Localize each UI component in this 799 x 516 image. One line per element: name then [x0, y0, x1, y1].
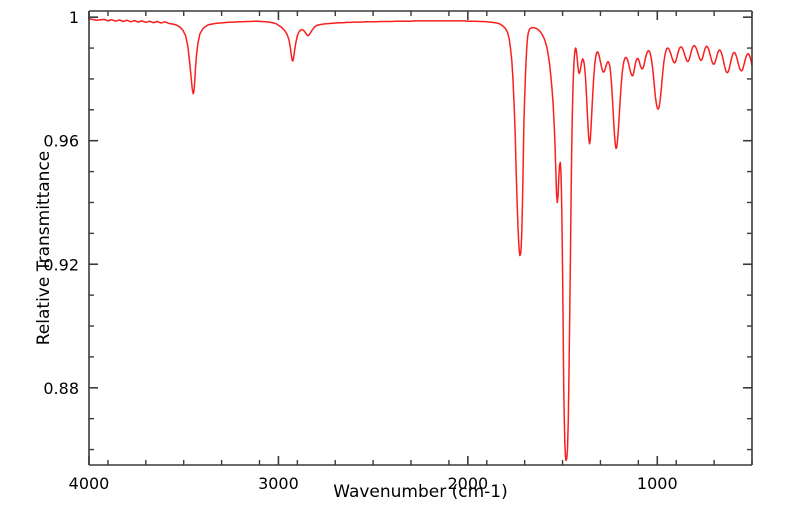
y-axis-title: Relative Transmittance — [34, 150, 54, 346]
x-axis-tick-labels: 4000 3000 2000 1000 — [69, 474, 678, 493]
spectrum-line — [89, 17, 752, 462]
x-axis-title: Wavenumber (cm-1) — [333, 482, 508, 502]
y-tick-label: 0.92 — [43, 255, 79, 274]
x-tick-label: 4000 — [69, 474, 110, 493]
y-axis-minor-ticks — [89, 47, 752, 451]
x-tick-label: 3000 — [258, 474, 299, 493]
x-tick-label: 1000 — [637, 474, 678, 493]
x-tick-label: 2000 — [447, 474, 488, 493]
y-tick-label: 1 — [69, 8, 79, 27]
y-axis-major-ticks — [89, 16, 752, 389]
y-tick-label: 0.96 — [43, 132, 79, 151]
y-axis-tick-labels: 1 0.96 0.92 0.88 — [43, 8, 79, 398]
y-tick-label: 0.88 — [43, 379, 79, 398]
plot-background — [89, 11, 752, 465]
